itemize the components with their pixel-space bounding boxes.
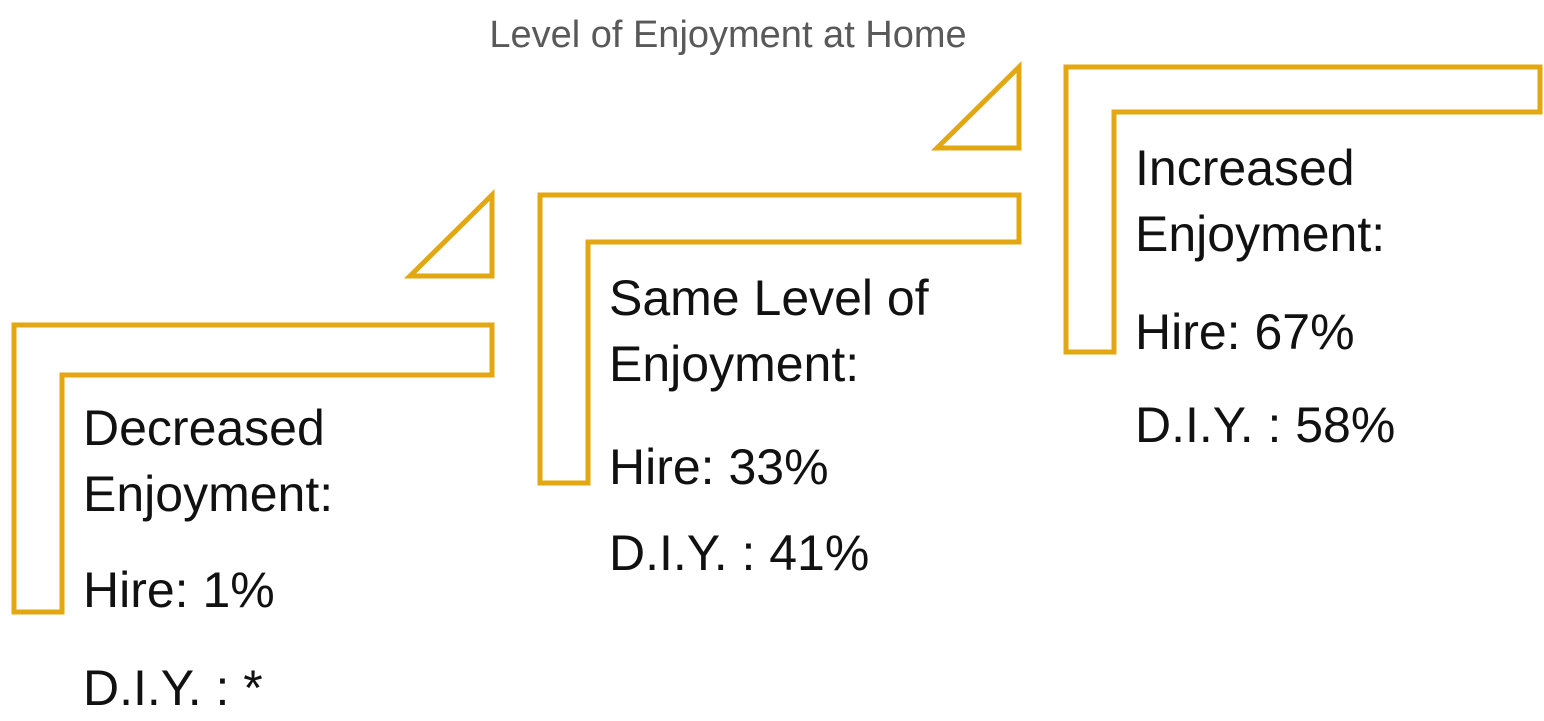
step-diy: D.I.Y. : 41% [609, 525, 870, 581]
diagram-shapes [11, 61, 1543, 615]
step-label: Decreased Enjoyment: [83, 400, 334, 522]
step-label: Increased Enjoyment: [1135, 140, 1386, 262]
step-label: Same Level of Enjoyment: [609, 270, 929, 392]
step-bracket [11, 322, 495, 615]
step-diy: D.I.Y. : 58% [1135, 397, 1396, 453]
step-arrow [403, 189, 495, 279]
step-bracket [1063, 64, 1543, 355]
step-arrow [930, 61, 1022, 151]
page: Level of Enjoyment at Home Decreased Enj… [11, 14, 1543, 716]
step-hire: Hire: 1% [83, 562, 275, 618]
title: Level of Enjoyment at Home [489, 14, 967, 56]
step-diy: D.I.Y. : * [83, 660, 263, 716]
step-bracket [537, 192, 1022, 486]
step-hire: Hire: 33% [609, 439, 829, 495]
step-hire: Hire: 67% [1135, 304, 1355, 360]
